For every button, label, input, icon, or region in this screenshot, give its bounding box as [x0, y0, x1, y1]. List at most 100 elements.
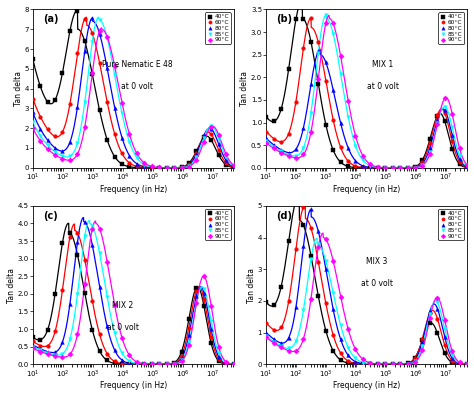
85°C — [315, 241, 322, 247]
60°C — [359, 164, 367, 171]
80°C — [441, 334, 448, 340]
85°C — [103, 35, 111, 41]
90°C — [222, 358, 230, 365]
40°C — [315, 81, 322, 87]
60°C — [222, 360, 230, 367]
85°C — [426, 311, 434, 317]
60°C — [352, 163, 359, 169]
60°C — [329, 116, 337, 123]
85°C — [178, 357, 185, 364]
60°C — [89, 298, 96, 304]
60°C — [263, 128, 270, 135]
85°C — [163, 361, 171, 367]
90°C — [315, 76, 322, 83]
40°C — [419, 157, 426, 163]
40°C — [73, 8, 81, 14]
85°C — [44, 350, 51, 356]
85°C — [215, 350, 222, 357]
85°C — [73, 140, 81, 146]
85°C — [322, 258, 329, 264]
90°C — [66, 157, 74, 164]
85°C — [396, 361, 404, 367]
60°C — [389, 165, 396, 171]
40°C — [448, 146, 456, 152]
40°C — [352, 361, 359, 367]
80°C — [263, 135, 270, 142]
80°C — [322, 266, 329, 272]
85°C — [178, 164, 185, 171]
80°C — [222, 360, 230, 366]
60°C — [230, 361, 237, 367]
85°C — [374, 164, 382, 171]
90°C — [404, 361, 411, 367]
60°C — [96, 60, 103, 66]
85°C — [222, 154, 230, 160]
40°C — [426, 136, 434, 143]
90°C — [345, 98, 352, 104]
85°C — [366, 163, 374, 169]
60°C — [345, 158, 352, 164]
90°C — [374, 164, 382, 170]
90°C — [126, 352, 133, 358]
85°C — [200, 134, 208, 141]
60°C — [329, 331, 337, 338]
40°C — [222, 162, 230, 168]
85°C — [185, 339, 192, 345]
60°C — [366, 164, 374, 171]
90°C — [337, 53, 345, 60]
40°C — [345, 163, 352, 170]
40°C — [36, 83, 44, 89]
80°C — [155, 165, 163, 171]
90°C — [29, 345, 36, 351]
60°C — [185, 324, 192, 331]
80°C — [337, 336, 345, 343]
90°C — [434, 295, 441, 301]
85°C — [292, 153, 300, 159]
40°C — [140, 361, 148, 367]
80°C — [345, 145, 352, 151]
Text: MIX 1: MIX 1 — [372, 60, 393, 69]
40°C — [89, 327, 96, 333]
85°C — [148, 361, 155, 367]
90°C — [81, 124, 89, 130]
60°C — [322, 300, 329, 306]
60°C — [352, 360, 359, 366]
90°C — [426, 315, 434, 322]
80°C — [96, 284, 103, 290]
60°C — [456, 159, 463, 165]
90°C — [382, 164, 389, 171]
80°C — [456, 360, 463, 367]
40°C — [389, 361, 396, 367]
80°C — [59, 148, 66, 154]
90°C — [192, 156, 200, 163]
40°C — [463, 164, 471, 171]
60°C — [170, 165, 178, 171]
60°C — [448, 358, 456, 364]
90°C — [140, 360, 148, 367]
80°C — [103, 65, 111, 71]
85°C — [456, 360, 463, 366]
60°C — [285, 298, 292, 304]
90°C — [89, 69, 96, 76]
80°C — [292, 146, 300, 152]
80°C — [192, 151, 200, 158]
40°C — [73, 251, 81, 258]
80°C — [36, 345, 44, 352]
80°C — [207, 126, 215, 132]
60°C — [300, 204, 307, 210]
80°C — [448, 355, 456, 362]
85°C — [382, 164, 389, 171]
90°C — [463, 361, 471, 367]
40°C — [270, 118, 278, 125]
40°C — [277, 106, 285, 112]
90°C — [463, 162, 471, 168]
60°C — [337, 350, 345, 357]
60°C — [192, 149, 200, 156]
40°C — [36, 337, 44, 343]
60°C — [366, 361, 374, 367]
80°C — [263, 330, 270, 336]
90°C — [185, 342, 192, 349]
40°C — [456, 161, 463, 167]
90°C — [155, 361, 163, 367]
60°C — [411, 355, 419, 361]
